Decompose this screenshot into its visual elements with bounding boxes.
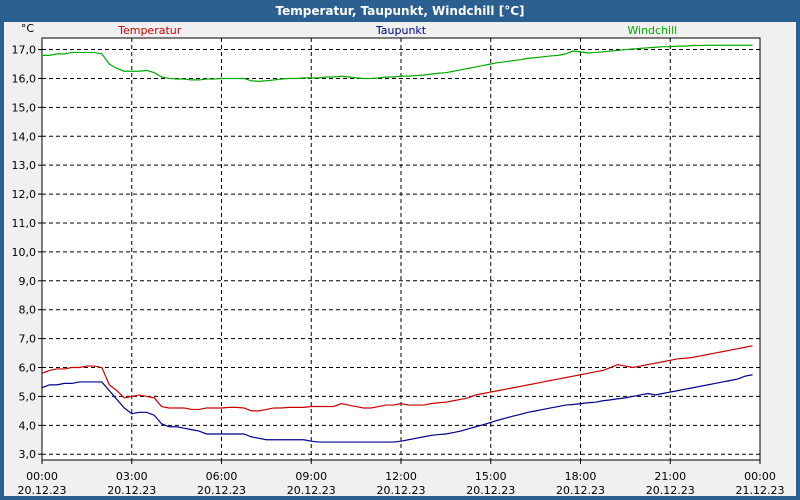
legend-taupunkt: Taupunkt: [375, 24, 427, 37]
x-tick-label-date: 20.12.23: [197, 484, 246, 497]
x-tick-label-time: 18:00: [565, 470, 597, 483]
y-tick-label: 14,0: [12, 130, 37, 143]
series-line-windchill: [42, 44, 753, 82]
x-tick-label-date: 20.12.23: [466, 484, 515, 497]
legend-windchill: Windchill: [627, 24, 677, 37]
y-tick-label: 12,0: [12, 188, 37, 201]
y-tick-label: 16,0: [12, 72, 37, 85]
x-tick-label-date: 20.12.23: [287, 484, 336, 497]
window-title: Temperatur, Taupunkt, Windchill [°C]: [0, 0, 800, 22]
y-tick-label: 5,0: [19, 390, 37, 403]
x-tick-label-time: 09:00: [295, 470, 327, 483]
x-tick-label-date: 21.12.23: [736, 484, 785, 497]
y-tick-label: 11,0: [12, 217, 37, 230]
y-tick-label: 7,0: [19, 333, 37, 346]
x-tick-label-time: 21:00: [654, 470, 686, 483]
x-tick-label-time: 15:00: [475, 470, 507, 483]
y-tick-label: 8,0: [19, 304, 37, 317]
y-tick-label: 15,0: [12, 101, 37, 114]
x-tick-label-date: 20.12.23: [18, 484, 67, 497]
x-tick-label-time: 06:00: [206, 470, 238, 483]
legend-temperatur: Temperatur: [117, 24, 182, 37]
x-tick-label-date: 20.12.23: [556, 484, 605, 497]
series-line-taupunkt: [41, 374, 753, 443]
x-tick-label-time: 12:00: [385, 470, 417, 483]
y-unit-label: °C: [21, 22, 35, 35]
y-tick-label: 3,0: [19, 448, 37, 461]
y-tick-label: 17,0: [12, 44, 37, 57]
x-tick-label-time: 03:00: [116, 470, 148, 483]
y-tick-label: 10,0: [12, 246, 37, 259]
x-tick-label-date: 20.12.23: [646, 484, 695, 497]
y-tick-label: 13,0: [12, 159, 37, 172]
y-tick-label: 6,0: [19, 362, 37, 375]
y-tick-label: 4,0: [19, 419, 37, 432]
x-tick-label-date: 20.12.23: [107, 484, 156, 497]
x-tick-label-time: 00:00: [744, 470, 776, 483]
y-tick-label: 9,0: [19, 275, 37, 288]
series-line-temperatur: [41, 345, 753, 412]
x-tick-label-date: 20.12.23: [377, 484, 426, 497]
x-tick-label-time: 00:00: [26, 470, 58, 483]
